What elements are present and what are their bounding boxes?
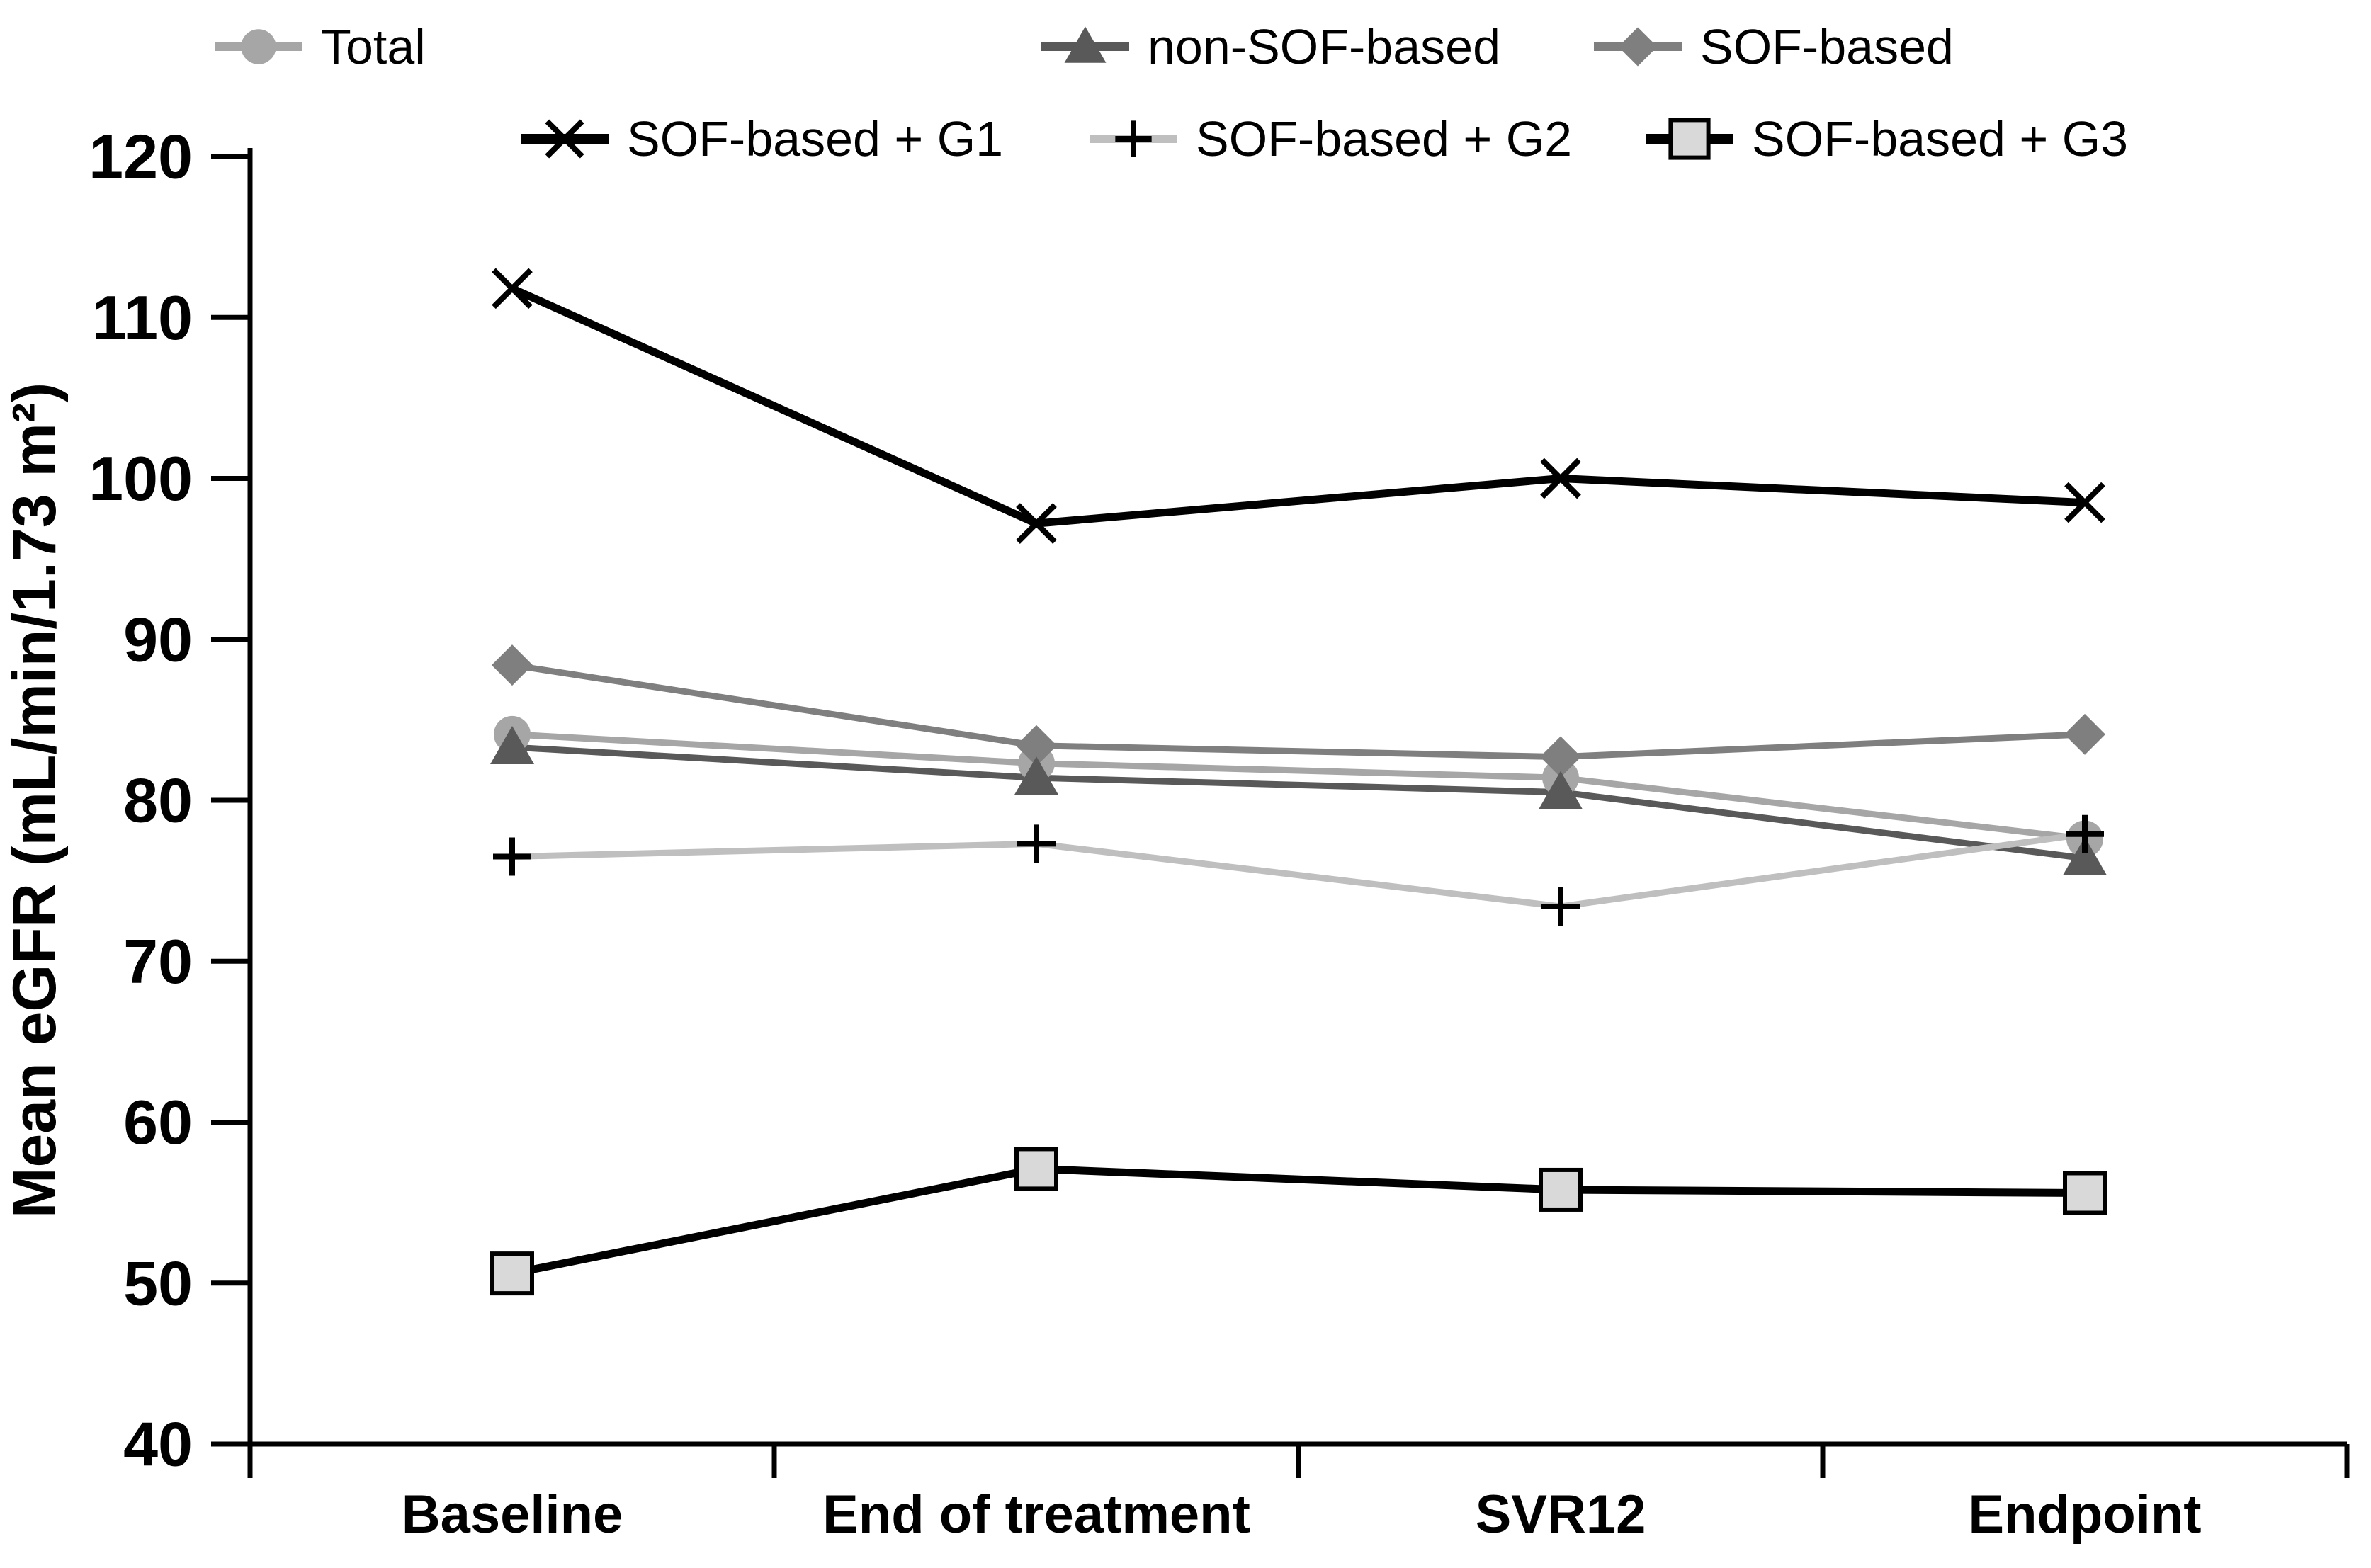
legend-label-sof-based-g3: SOF-based + G3 [1752,111,2128,166]
legend-label-sof-based-g2: SOF-based + G2 [1196,111,1572,166]
marker-non-sof-based-2 [1539,771,1583,809]
y-tick-label: 60 [123,1087,193,1157]
x-category-label: End of treatment [822,1484,1250,1545]
y-tick-label: 120 [89,122,193,192]
y-tick-label: 50 [123,1248,193,1318]
marker-sof-based-2 [1540,736,1581,778]
y-tick-label: 90 [123,604,193,674]
legend-marker-sof-based-g1-icon [545,119,584,159]
series-line-sof-based-g3 [511,1164,2086,1278]
marker-non-sof-based-0 [490,726,534,765]
marker-sof-based-g1-2 [1540,458,1581,499]
marker-non-sof-based-3 [2063,836,2107,875]
y-tick-label: 40 [123,1409,193,1479]
legend-marker-total-icon [241,29,276,64]
legend-marker-sof-based-g3-icon [1668,118,1711,160]
y-axis-title: Mean eGFR (mL/min/1.73 m²) [1,382,69,1218]
y-tick-label: 110 [92,283,193,353]
marker-sof-based-3 [2064,713,2105,755]
legend-marker-sof-based-icon [1618,27,1658,67]
y-tick-label: 80 [123,766,193,836]
marker-sof-based-g1-0 [492,268,533,309]
legend-marker-non-sof-based-icon [1064,26,1107,63]
marker-sof-based-0 [492,644,533,686]
series-line-total [511,731,2086,843]
x-category-label: SVR12 [1476,1484,1646,1545]
marker-sof-based-g1-1 [1016,503,1057,544]
marker-sof-based-g1-3 [2064,482,2105,523]
legend-label-non-sof-based: non-SOF-based [1148,19,1500,74]
marker-sof-based-g3-1 [1014,1147,1058,1191]
y-tick-label: 70 [123,926,193,996]
legend-label-sof-based: SOF-based [1700,19,1954,74]
legend-label-sof-based-g1: SOF-based + G1 [627,111,1003,166]
x-category-label: Baseline [402,1484,623,1545]
marker-sof-based-1 [1016,725,1057,766]
series-line-sof-based [511,661,2086,761]
y-tick-label: 100 [89,443,193,513]
marker-sof-based-g3-3 [2063,1171,2107,1215]
series-line-non-sof-based [511,744,2086,862]
x-category-label: Endpoint [1968,1484,2201,1545]
legend-label-total: Total [321,19,426,74]
marker-sof-based-g3-0 [490,1251,534,1296]
series-line-sof-based-g1 [510,285,2086,528]
marker-sof-based-g3-2 [1539,1167,1583,1212]
series-line-sof-based-g2 [511,831,2086,910]
marker-non-sof-based-1 [1014,756,1058,795]
